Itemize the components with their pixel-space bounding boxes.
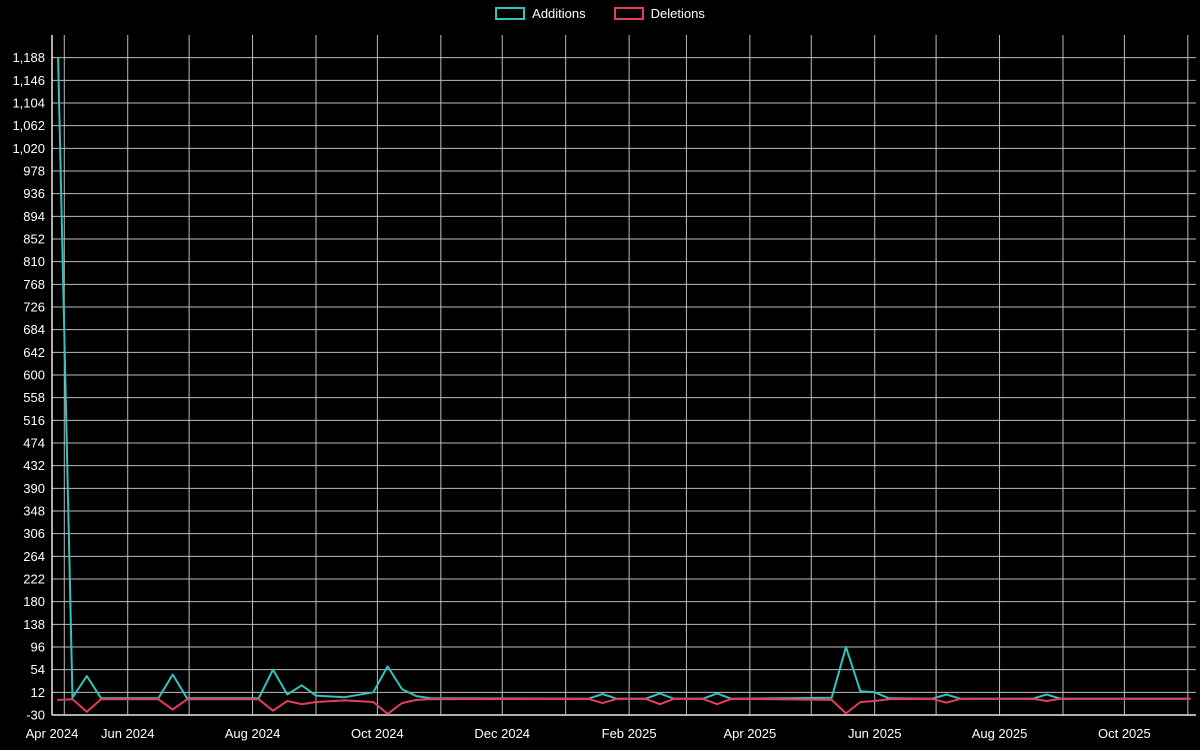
y-tick-label: 768	[23, 277, 45, 292]
x-tick-label: Jun 2025	[848, 726, 902, 741]
y-tick-label: 726	[23, 300, 45, 315]
y-tick-label: 138	[23, 617, 45, 632]
y-tick-label: 390	[23, 481, 45, 496]
x-tick-label: Apr 2024	[26, 726, 79, 741]
y-tick-label: 180	[23, 594, 45, 609]
x-tick-label: Dec 2024	[474, 726, 530, 741]
additions-legend-label: Additions	[532, 6, 586, 21]
x-tick-label: Feb 2025	[602, 726, 657, 741]
y-tick-label: 1,104	[12, 96, 45, 111]
legend-item-deletions[interactable]: Deletions	[613, 6, 705, 21]
y-tick-label: 1,020	[12, 141, 45, 156]
y-tick-label: 348	[23, 504, 45, 519]
x-tick-label: Oct 2024	[351, 726, 404, 741]
y-tick-label: 432	[23, 458, 45, 473]
x-tick-label: Apr 2025	[723, 726, 776, 741]
y-tick-label: 642	[23, 345, 45, 360]
y-tick-label: 474	[23, 436, 45, 451]
y-tick-label: 54	[31, 662, 45, 677]
y-tick-label: 936	[23, 186, 45, 201]
additions-swatch-icon	[495, 7, 526, 20]
y-tick-label: 264	[23, 549, 45, 564]
y-tick-label: 306	[23, 526, 45, 541]
y-tick-label: 1,062	[12, 118, 45, 133]
y-tick-label: 12	[31, 685, 45, 700]
y-tick-label: 1,146	[12, 73, 45, 88]
y-tick-label: 894	[23, 209, 45, 224]
y-tick-label: 1,188	[12, 50, 45, 65]
x-tick-label: Aug 2025	[972, 726, 1028, 741]
x-tick-label: Jun 2024	[101, 726, 155, 741]
y-tick-label: 810	[23, 254, 45, 269]
deletions-legend-label: Deletions	[650, 6, 705, 21]
y-tick-label: 516	[23, 413, 45, 428]
x-tick-label: Oct 2025	[1098, 726, 1151, 741]
y-tick-label: -30	[26, 708, 45, 723]
series-line-deletions	[57, 697, 1191, 715]
y-tick-label: 600	[23, 368, 45, 383]
y-tick-label: 558	[23, 390, 45, 405]
legend-item-additions[interactable]: Additions	[495, 6, 586, 21]
y-tick-label: 852	[23, 232, 45, 247]
series-line-additions	[57, 56, 1191, 700]
deletions-swatch-icon	[613, 7, 644, 20]
y-tick-label: 684	[23, 322, 45, 337]
chart-legend: Additions Deletions	[0, 7, 1200, 20]
y-tick-label: 222	[23, 572, 45, 587]
x-tick-label: Aug 2024	[225, 726, 281, 741]
y-tick-label: 978	[23, 164, 45, 179]
y-tick-label: 96	[31, 640, 45, 655]
